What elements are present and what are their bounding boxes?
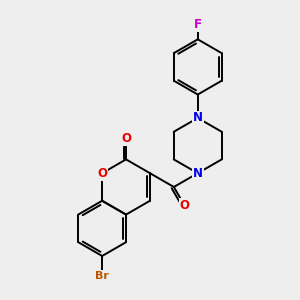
Text: O: O xyxy=(180,199,190,212)
Text: F: F xyxy=(194,18,202,31)
Text: O: O xyxy=(97,167,107,180)
Text: N: N xyxy=(193,167,203,180)
Text: O: O xyxy=(121,132,131,145)
Text: N: N xyxy=(193,112,203,124)
Text: Br: Br xyxy=(95,271,109,281)
